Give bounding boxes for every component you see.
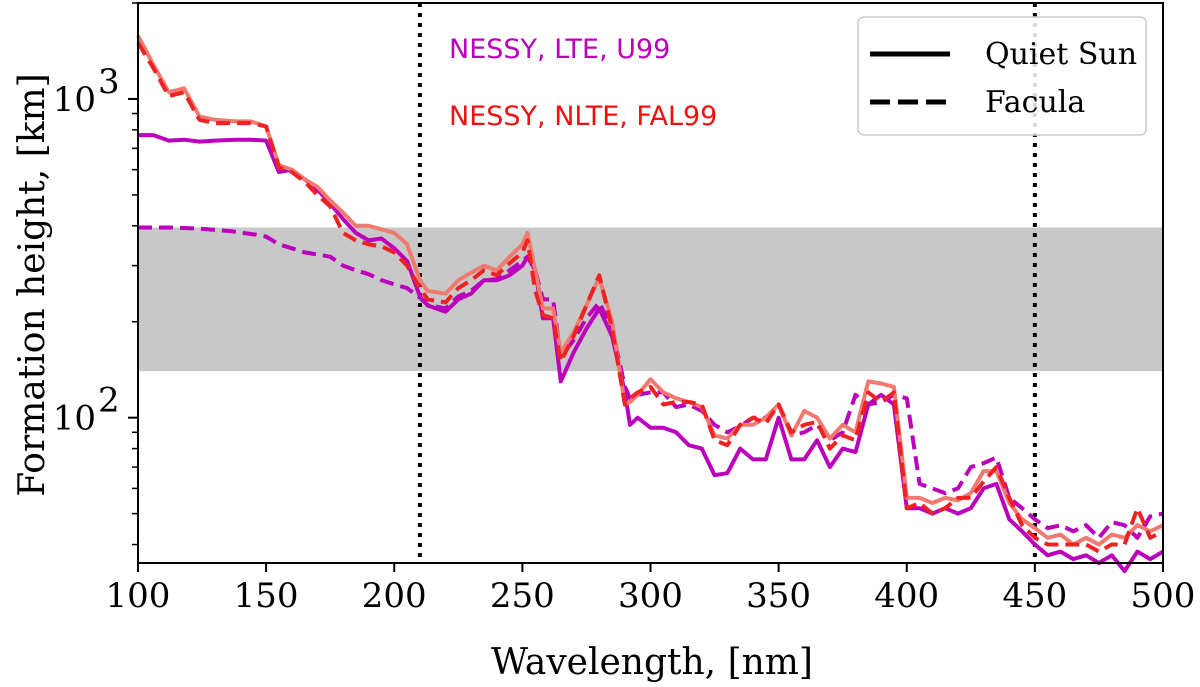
y-tick-exponent: 2 [98,381,120,421]
x-tick-label: 150 [234,576,299,616]
x-tick-label: 400 [874,576,939,616]
legend-label-quiet-sun: Quiet Sun [985,37,1137,72]
annotation-lte: NESSY, LTE, U99 [449,34,670,65]
x-tick-label: 450 [1002,576,1067,616]
legend: Quiet Sun Facula [857,16,1147,136]
x-tick-label: 200 [362,576,427,616]
annotation-nlte: NESSY, NLTE, FAL99 [449,101,717,132]
series-line-1 [138,133,1165,574]
series-line-4 [136,41,1164,554]
plot-area [136,3,1165,574]
y-tick-label: 10 [53,80,96,120]
legend-box [857,16,1147,136]
legend-label-facula: Facula [985,85,1085,120]
x-tick-label: 250 [490,576,555,616]
series-line-3 [136,34,1164,547]
y-axis-label: Formation height, [km] [12,73,53,496]
y-tick-label: 10 [53,399,96,439]
x-tick-label: 500 [1131,576,1196,616]
x-tick-label: 350 [746,576,811,616]
x-tick-label: 100 [106,576,171,616]
x-tick-label: 300 [618,576,683,616]
x-axis-ticks: 100 150 200 250 300 350 400 450 500 [106,563,1196,616]
x-axis-label: Wavelength, [nm] [491,642,813,683]
y-tick-exponent: 3 [98,62,120,102]
